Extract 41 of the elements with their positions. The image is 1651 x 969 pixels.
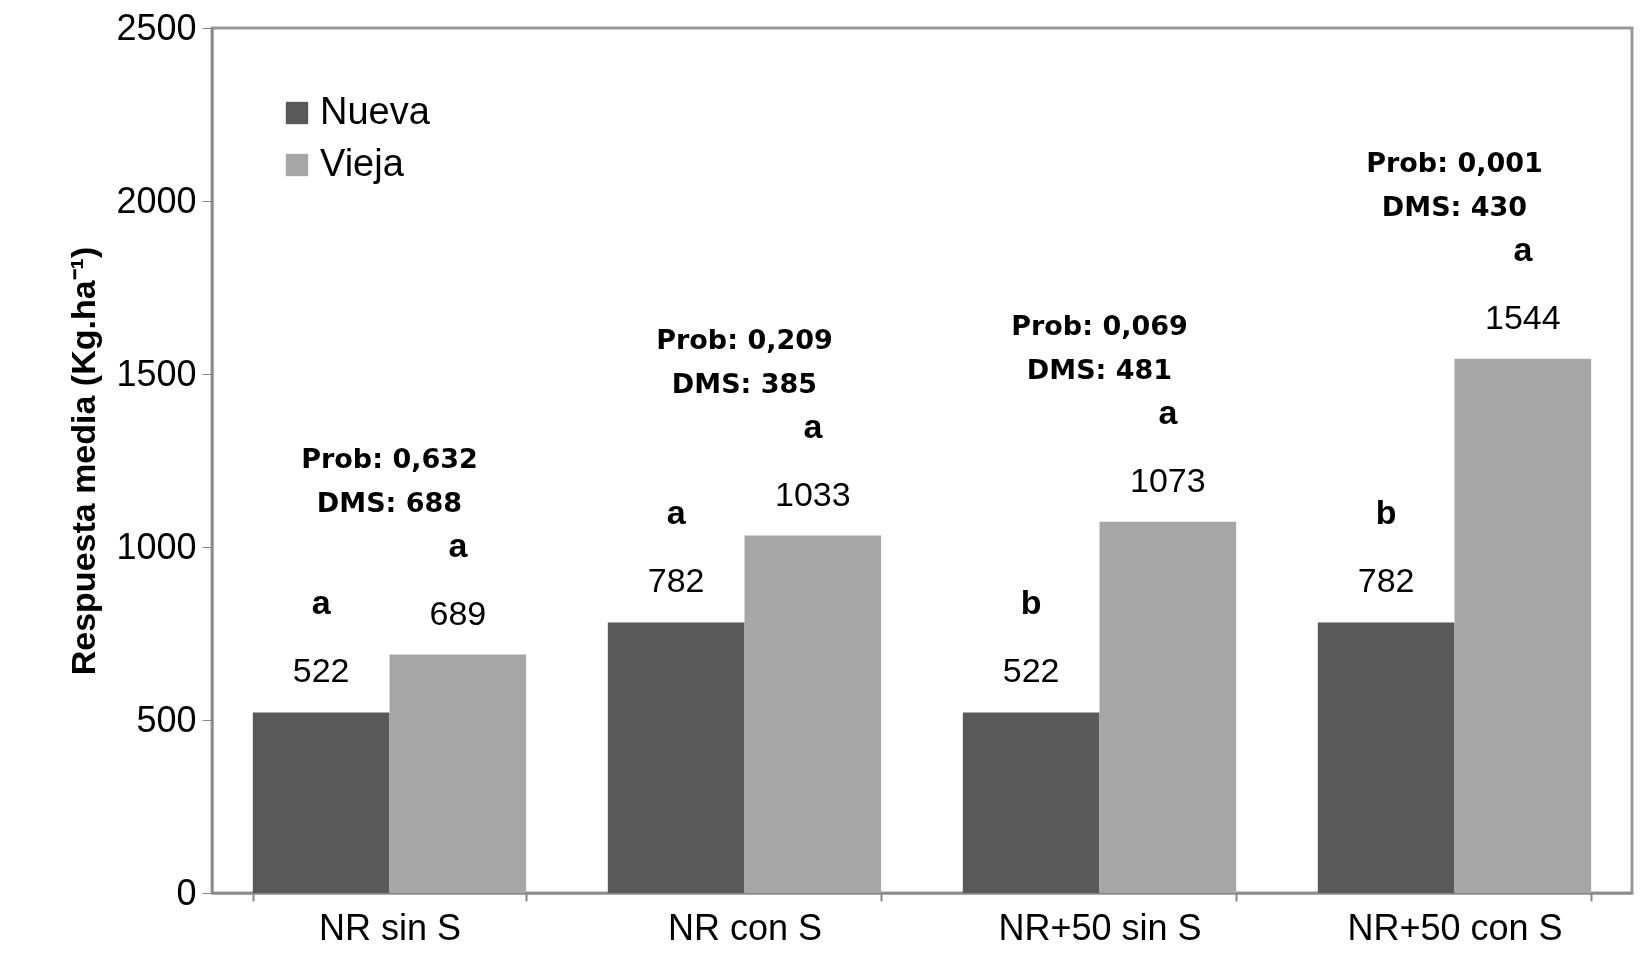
bar: [1317, 622, 1455, 893]
data-label: 1544: [1485, 297, 1561, 336]
annotation: Prob: 0,069 DMS: 481: [1011, 309, 1188, 385]
y-axis-title: Respuesta media (Kg.ha⁻¹): [64, 246, 103, 676]
bar: [1454, 358, 1592, 893]
bar: [744, 535, 882, 893]
legend-label: Nueva: [320, 90, 431, 132]
bar: [1099, 521, 1237, 893]
y-tick-label: 500: [136, 698, 197, 740]
annotation: a: [1158, 392, 1179, 431]
y-tick-label: 2000: [116, 179, 197, 221]
y-tick-label: 1500: [116, 352, 197, 394]
data-label: 522: [1002, 651, 1060, 690]
data-label: 1073: [1130, 460, 1206, 499]
annotation: b: [1020, 583, 1042, 622]
annotation: a: [666, 493, 687, 532]
x-tick-label: NR sin S: [318, 906, 462, 948]
annotation: a: [803, 406, 824, 445]
bar: [607, 622, 745, 893]
bar: [389, 654, 527, 893]
y-tick-label: 1000: [116, 525, 197, 567]
x-tick-label: NR con S: [667, 906, 823, 948]
data-label: 782: [1357, 561, 1415, 600]
annotation: a: [448, 525, 469, 564]
annotation: Prob: 0,632 DMS: 688: [301, 442, 478, 518]
y-tick-label: 0: [176, 871, 197, 913]
annotation: a: [311, 583, 332, 622]
x-tick-label: NR+50 sin S: [998, 906, 1202, 948]
x-tick-label: NR+50 con S: [1347, 906, 1563, 948]
data-label: 689: [429, 593, 487, 632]
data-label: 522: [292, 651, 350, 690]
y-tick-label: 2500: [116, 6, 197, 48]
annotation: a: [1513, 229, 1534, 268]
data-label: 782: [647, 561, 705, 600]
legend-label: Vieja: [320, 142, 405, 184]
annotation: b: [1375, 493, 1397, 532]
annotation: Prob: 0,001 DMS: 430: [1366, 146, 1543, 222]
data-label: 1033: [775, 474, 851, 513]
bar: [962, 712, 1100, 893]
annotation: Prob: 0,209 DMS: 385: [656, 323, 833, 399]
bar: [252, 712, 390, 893]
